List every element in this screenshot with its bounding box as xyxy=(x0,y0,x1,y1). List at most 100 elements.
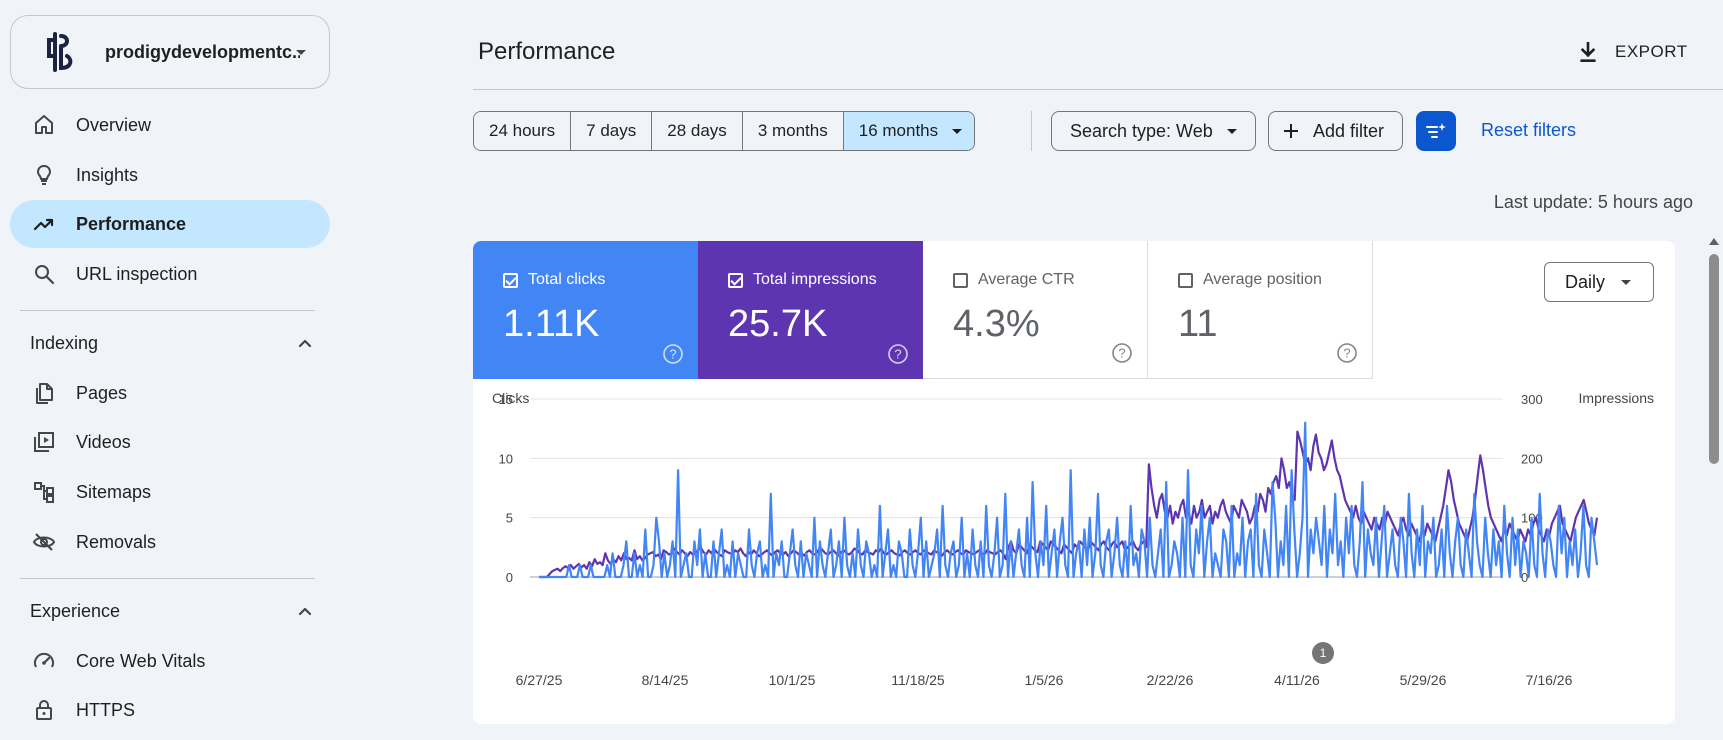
sidebar-item-url-inspection[interactable]: URL inspection xyxy=(10,250,330,298)
granularity-select[interactable]: Daily xyxy=(1544,262,1654,302)
reset-filters-link[interactable]: Reset filters xyxy=(1481,120,1577,140)
speed-gauge-icon xyxy=(34,652,54,668)
annotation-marker-label: 1 xyxy=(1320,646,1327,660)
metric-total-impressions[interactable]: Total impressions 25.7K ? xyxy=(698,241,923,379)
series-line-clicks xyxy=(539,421,1599,579)
x-tick-label: 11/18/25 xyxy=(891,672,945,688)
property-name: prodigydevelopmentc... xyxy=(105,41,300,62)
filter-settings-button[interactable] xyxy=(1416,111,1456,151)
sidebar-divider xyxy=(20,310,315,311)
range-label: 16 months xyxy=(858,121,939,140)
help-icon[interactable]: ? xyxy=(887,343,909,365)
range-3-months[interactable]: 3 months xyxy=(742,112,844,150)
sidebar-item-sitemaps[interactable]: Sitemaps xyxy=(10,468,330,516)
right-axis-title: Impressions xyxy=(1579,390,1654,406)
scrollbar-thumb[interactable] xyxy=(1709,254,1719,464)
page-title: Performance xyxy=(478,38,616,65)
lock-icon xyxy=(36,700,52,720)
left-axis-title: Clicks xyxy=(492,390,529,406)
sidebar-item-label: Videos xyxy=(76,431,131,452)
help-icon[interactable]: ? xyxy=(662,343,684,365)
sidebar-item-label: URL inspection xyxy=(76,263,198,284)
add-filter-button[interactable]: Add filter xyxy=(1268,111,1404,151)
sidebar-item-videos[interactable]: Videos xyxy=(10,418,330,466)
chevron-down-icon xyxy=(296,50,306,55)
x-tick-label: 1/5/26 xyxy=(1025,672,1064,688)
svg-text:?: ? xyxy=(1343,346,1350,361)
sidebar-item-label: Sitemaps xyxy=(76,481,152,502)
sidebar-item-pages[interactable]: Pages xyxy=(10,369,330,417)
metric-total-clicks[interactable]: Total clicks 1.11K ? xyxy=(473,241,698,379)
last-update-text: Last update: 5 hours ago xyxy=(1493,192,1693,212)
sidebar-item-label: Overview xyxy=(76,114,152,135)
metric-label: Average position xyxy=(1203,271,1322,288)
range-16-months[interactable]: 16 months xyxy=(843,112,975,150)
metric-average-position[interactable]: Average position 11 ? xyxy=(1148,241,1373,379)
y-tick-label-right: 200 xyxy=(1521,451,1543,466)
add-filter-label: Add filter xyxy=(1313,120,1385,141)
y-tick-label-left: 15 xyxy=(499,392,513,407)
checkbox-checked-icon[interactable] xyxy=(728,272,743,288)
x-tick-label: 5/29/26 xyxy=(1400,672,1447,688)
metric-label: Total clicks xyxy=(528,271,606,288)
video-library-icon xyxy=(34,432,54,452)
y-tick-label-left: 10 xyxy=(499,451,513,466)
sidebar-item-performance[interactable]: Performance xyxy=(10,200,330,248)
metric-average-ctr[interactable]: Average CTR 4.3% ? xyxy=(923,241,1148,379)
x-tick-label: 4/11/26 xyxy=(1274,672,1320,688)
x-tick-label: 7/16/26 xyxy=(1526,672,1573,688)
x-axis-ticks: 6/27/25 8/14/25 10/1/25 11/18/25 1/5/26 2/22/… xyxy=(516,672,1573,688)
chevron-up-icon xyxy=(298,607,312,616)
svg-text:?: ? xyxy=(894,347,901,362)
plus-icon xyxy=(1284,124,1298,138)
sidebar-item-core-web-vitals[interactable]: Core Web Vitals xyxy=(10,637,330,685)
sitemap-icon xyxy=(34,482,54,503)
chevron-down-icon xyxy=(1621,279,1632,285)
left-axis-ticks: 15 10 5 0 xyxy=(499,392,513,585)
range-label: 28 days xyxy=(667,121,727,140)
sidebar-item-removals[interactable]: Removals xyxy=(10,518,330,566)
chevron-down-icon xyxy=(1226,128,1237,134)
header-divider xyxy=(473,89,1723,90)
vertical-scrollbar[interactable] xyxy=(1705,232,1723,740)
trending-up-icon xyxy=(33,218,54,231)
home-icon xyxy=(35,115,53,134)
y-tick-label-left: 0 xyxy=(506,570,513,585)
checkbox-unchecked-icon[interactable] xyxy=(953,272,968,288)
sidebar-divider xyxy=(20,578,315,579)
annotation-marker[interactable]: 1 xyxy=(1312,642,1334,664)
property-selector[interactable]: prodigydevelopmentc... xyxy=(10,15,330,89)
svg-text:?: ? xyxy=(669,347,676,362)
range-24-hours[interactable]: 24 hours xyxy=(474,112,572,150)
sidebar-item-https[interactable]: HTTPS xyxy=(10,686,330,734)
section-title: Indexing xyxy=(30,332,99,353)
export-button[interactable]: EXPORT xyxy=(1575,36,1688,68)
metric-value: 11 xyxy=(1178,303,1218,345)
section-indexing[interactable]: Indexing xyxy=(30,328,315,358)
svg-text:?: ? xyxy=(1118,346,1125,361)
search-type-filter[interactable]: Search type: Web xyxy=(1051,111,1256,151)
x-tick-label: 6/27/25 xyxy=(516,672,563,688)
series-layer xyxy=(539,421,1599,579)
x-tick-label: 10/1/25 xyxy=(769,672,816,688)
range-28-days[interactable]: 28 days xyxy=(652,112,743,150)
checkbox-checked-icon[interactable] xyxy=(503,272,518,288)
range-7-days[interactable]: 7 days xyxy=(571,112,653,150)
sidebar-item-overview[interactable]: Overview xyxy=(10,101,330,149)
checkbox-unchecked-icon[interactable] xyxy=(1178,272,1193,288)
sidebar: prodigydevelopmentc... Overview Insights… xyxy=(0,0,330,740)
chevron-up-icon xyxy=(298,339,312,348)
metric-value: 1.11K xyxy=(503,303,600,345)
section-experience[interactable]: Experience xyxy=(30,596,315,626)
help-icon[interactable]: ? xyxy=(1111,342,1133,364)
help-icon[interactable]: ? xyxy=(1336,342,1358,364)
download-icon xyxy=(1580,42,1596,62)
chevron-down-icon xyxy=(952,128,963,134)
scroll-up-arrow-icon[interactable] xyxy=(1709,238,1719,245)
sidebar-item-label: HTTPS xyxy=(76,699,136,720)
y-tick-label-right: 300 xyxy=(1521,392,1543,407)
metric-value: 25.7K xyxy=(728,303,828,345)
granularity-label: Daily xyxy=(1565,271,1606,292)
sidebar-item-insights[interactable]: Insights xyxy=(10,151,330,199)
